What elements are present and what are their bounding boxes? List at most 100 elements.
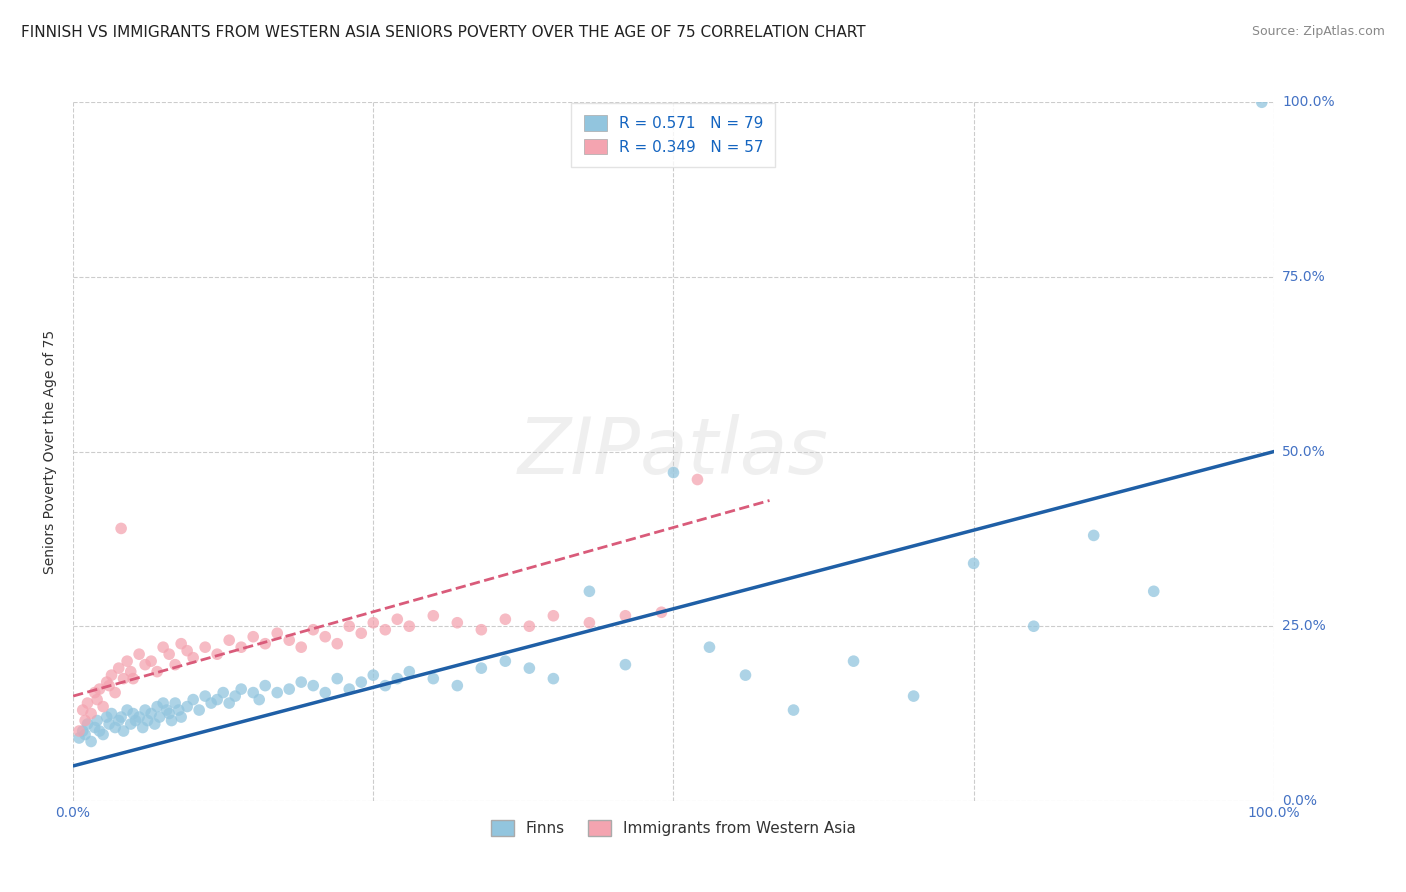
- Point: [614, 608, 637, 623]
- Point: [1022, 619, 1045, 633]
- Point: [350, 626, 373, 640]
- Point: [181, 692, 204, 706]
- Point: [72, 724, 94, 739]
- Point: [254, 637, 277, 651]
- Point: [254, 679, 277, 693]
- Point: [67, 731, 90, 745]
- Point: [83, 685, 105, 699]
- Point: [494, 612, 516, 626]
- Point: [100, 706, 122, 721]
- Point: [188, 703, 211, 717]
- Point: [387, 612, 409, 626]
- Point: [314, 685, 336, 699]
- Point: [1083, 528, 1105, 542]
- Point: [247, 692, 270, 706]
- Text: 25.0%: 25.0%: [1282, 619, 1326, 633]
- Point: [170, 710, 193, 724]
- Point: [374, 623, 396, 637]
- Point: [146, 665, 169, 679]
- Point: [107, 661, 129, 675]
- Point: [124, 714, 146, 728]
- Legend: Finns, Immigrants from Western Asia: Finns, Immigrants from Western Asia: [485, 814, 862, 842]
- Point: [302, 679, 325, 693]
- Point: [662, 466, 685, 480]
- Point: [231, 682, 253, 697]
- Point: [782, 703, 804, 717]
- Point: [205, 647, 228, 661]
- Point: [104, 685, 127, 699]
- Point: [337, 682, 360, 697]
- Point: [903, 689, 925, 703]
- Point: [86, 692, 108, 706]
- Point: [422, 672, 444, 686]
- Point: [115, 654, 138, 668]
- Point: [115, 703, 138, 717]
- Point: [205, 692, 228, 706]
- Point: [170, 637, 193, 651]
- Point: [200, 696, 222, 710]
- Point: [143, 717, 166, 731]
- Point: [224, 689, 246, 703]
- Point: [120, 665, 142, 679]
- Y-axis label: Seniors Poverty Over the Age of 75: Seniors Poverty Over the Age of 75: [44, 329, 58, 574]
- Point: [543, 608, 565, 623]
- Point: [176, 643, 198, 657]
- Point: [100, 668, 122, 682]
- Point: [686, 473, 709, 487]
- Point: [374, 679, 396, 693]
- Point: [72, 703, 94, 717]
- Point: [167, 703, 190, 717]
- Point: [86, 714, 108, 728]
- Point: [337, 619, 360, 633]
- Point: [470, 623, 492, 637]
- Point: [112, 724, 135, 739]
- Point: [139, 654, 162, 668]
- Point: [91, 727, 114, 741]
- Point: [146, 699, 169, 714]
- Point: [110, 710, 132, 724]
- Point: [75, 714, 97, 728]
- Point: [734, 668, 756, 682]
- Point: [75, 727, 97, 741]
- Point: [122, 706, 145, 721]
- Point: [136, 714, 159, 728]
- Text: 100.0%: 100.0%: [1282, 95, 1334, 110]
- Point: [107, 714, 129, 728]
- Point: [494, 654, 516, 668]
- Point: [302, 623, 325, 637]
- Point: [266, 685, 288, 699]
- Point: [80, 706, 103, 721]
- Point: [128, 710, 150, 724]
- Point: [76, 717, 98, 731]
- Point: [212, 685, 235, 699]
- Text: Source: ZipAtlas.com: Source: ZipAtlas.com: [1251, 25, 1385, 38]
- Point: [128, 647, 150, 661]
- Point: [543, 672, 565, 686]
- Point: [76, 696, 98, 710]
- Point: [218, 633, 240, 648]
- Point: [91, 699, 114, 714]
- Point: [156, 703, 179, 717]
- Point: [96, 710, 118, 724]
- Point: [157, 706, 180, 721]
- Point: [110, 521, 132, 535]
- Point: [614, 657, 637, 672]
- Point: [160, 714, 183, 728]
- Point: [152, 696, 174, 710]
- Point: [278, 633, 301, 648]
- Point: [242, 630, 264, 644]
- Point: [361, 615, 384, 630]
- Point: [699, 640, 721, 655]
- Point: [181, 650, 204, 665]
- Text: ZIPatlas: ZIPatlas: [517, 414, 830, 490]
- Point: [519, 661, 541, 675]
- Text: 50.0%: 50.0%: [1282, 444, 1326, 458]
- Point: [290, 675, 312, 690]
- Point: [266, 626, 288, 640]
- Point: [578, 615, 600, 630]
- Point: [650, 605, 672, 619]
- Point: [470, 661, 492, 675]
- Text: 75.0%: 75.0%: [1282, 270, 1326, 284]
- Point: [104, 721, 127, 735]
- Point: [350, 675, 373, 690]
